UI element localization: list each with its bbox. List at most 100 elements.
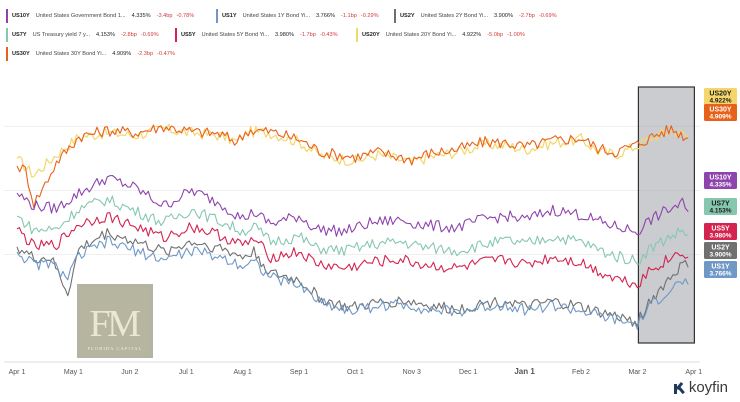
svg-text:M: M — [107, 303, 141, 345]
end-label-bg — [704, 104, 737, 121]
legend-color-bar — [6, 28, 8, 42]
x-tick-label: Jun 2 — [121, 369, 138, 376]
legend-change-pct: -0.69% — [140, 32, 159, 38]
legend-change: -5.0bp — [487, 32, 504, 38]
x-tick-label: Aug 1 — [233, 369, 251, 376]
legend-name: US Treasury yield 7 y... — [32, 32, 91, 38]
legend-item-us2y[interactable]: US2Y United States 2Y Bond Yi... 3.900% -2.… — [394, 8, 557, 24]
legend-value: 3.980% — [275, 32, 294, 38]
legend-color-bar — [356, 28, 358, 42]
legend-name: United States 30Y Bond Yi... — [35, 51, 107, 57]
x-tick-label: Jul 1 — [179, 369, 194, 376]
watermark-label: FLORIDA CAPITAL — [88, 346, 143, 351]
legend-value: 3.900% — [494, 13, 513, 19]
end-label-bg — [704, 198, 737, 215]
x-axis: Apr 1 May 1 Jun 2 Jul 1 Aug 1 Sep 1 Oct 1 Nov 3… — [9, 367, 703, 376]
series-line-us1y — [16, 235, 689, 330]
series-lines — [16, 123, 689, 330]
legend-change-pct: -0.78% — [176, 13, 195, 19]
legend-change-pct: -0.47% — [157, 51, 175, 57]
end-label-value: 3.980% — [709, 233, 731, 240]
legend-value: 4.922% — [462, 32, 482, 38]
end-label-symbol: US30Y — [709, 107, 732, 114]
koyfin-icon — [673, 381, 686, 394]
series-line-us30y — [16, 124, 689, 209]
legend-change: -1.7bp — [300, 32, 316, 38]
x-tick-label: Oct 1 — [347, 369, 364, 376]
legend-change: -2.3bp — [137, 51, 154, 57]
legend-change: -2.8bp — [121, 32, 137, 38]
x-tick-label: Feb 2 — [572, 369, 590, 376]
legend-change-pct: -0.29% — [360, 13, 379, 19]
legend-change: -1.1bp — [341, 13, 357, 19]
x-tick-label: May 1 — [64, 369, 83, 376]
end-label-value: 3.900% — [709, 252, 731, 259]
legend: US10Y United States Government Bond 1... 4… — [0, 0, 740, 70]
end-label-symbol: US20Y — [709, 91, 732, 98]
end-label-bg — [704, 261, 737, 278]
legend-item-us7y[interactable]: US7Y US Treasury yield 7 y... 4.153% -2.8bp… — [6, 27, 159, 43]
end-label-symbol: US10Y — [709, 175, 732, 182]
legend-item-us5y[interactable]: US5Y United States 5Y Bond Yi... 3.980% -1.… — [175, 27, 338, 43]
series-line-us5y — [16, 212, 689, 289]
end-label-value: 4.909% — [709, 114, 731, 121]
legend-change: -2.7bp — [519, 13, 535, 19]
svg-text:F: F — [89, 303, 110, 345]
legend-color-bar — [6, 47, 8, 61]
legend-color-bar — [175, 28, 177, 42]
legend-change-pct: -0.43% — [319, 32, 338, 38]
legend-color-bar — [394, 9, 396, 23]
brand-name: koyfin — [688, 379, 728, 396]
legend-symbol: US5Y — [181, 32, 196, 38]
legend-symbol: US20Y — [362, 32, 380, 38]
end-labels: US20Y4.922%US30Y4.909%US10Y4.335%US7Y4.1… — [704, 88, 737, 278]
legend-symbol: US2Y — [400, 13, 415, 19]
x-tick-label: Dec 1 — [459, 369, 477, 376]
end-label-symbol: US1Y — [711, 264, 730, 271]
end-label-bg — [704, 242, 737, 259]
series-line-us7y — [16, 195, 689, 265]
x-tick-label: Sep 1 — [290, 369, 308, 376]
legend-symbol: US30Y — [12, 51, 30, 57]
legend-symbol: US7Y — [12, 32, 27, 38]
end-label-bg — [704, 223, 737, 240]
legend-name: United States Government Bond 1... — [35, 13, 126, 19]
legend-name: United States 2Y Bond Yi... — [420, 13, 489, 19]
legend-change: -3.4bp — [156, 13, 173, 19]
end-label-bg — [704, 88, 737, 105]
legend-change-pct: -0.69% — [538, 13, 557, 19]
x-tick-label: Nov 3 — [403, 369, 421, 376]
legend-item-us30y[interactable]: US30Y United States 30Y Bond Yi... 4.909% -… — [6, 46, 175, 62]
series-line-us10y — [16, 174, 689, 237]
highlight-box[interactable] — [637, 86, 696, 344]
legend-color-bar — [6, 9, 8, 23]
legend-value: 4.909% — [112, 51, 132, 57]
legend-name: United States 20Y Bond Yi... — [385, 32, 457, 38]
legend-value: 4.335% — [131, 13, 151, 19]
legend-item-us1y[interactable]: US1Y United States 1Y Bond Yi... 3.766% -1.… — [216, 8, 379, 24]
x-tick-label: Apr 1 — [9, 369, 26, 376]
legend-symbol: US1Y — [222, 13, 237, 19]
legend-value: 3.766% — [316, 13, 335, 19]
legend-item-us10y[interactable]: US10Y United States Government Bond 1... 4… — [6, 8, 194, 24]
end-label-bg — [704, 172, 737, 189]
koyfin-logo: koyfin — [673, 379, 728, 396]
legend-name: United States 5Y Bond Yi... — [201, 32, 270, 38]
end-label-symbol: US5Y — [711, 226, 730, 233]
grid-lines — [4, 125, 700, 363]
legend-item-us20y[interactable]: US20Y United States 20Y Bond Yi... 4.922% -… — [356, 27, 525, 43]
end-label-value: 4.153% — [709, 208, 731, 215]
florida-capital-watermark: F M FLORIDA CAPITAL — [77, 284, 153, 358]
end-label-symbol: US7Y — [711, 201, 730, 208]
series-line-us2y — [16, 227, 689, 328]
end-label-value: 4.922% — [709, 98, 731, 105]
legend-color-bar — [216, 9, 218, 23]
